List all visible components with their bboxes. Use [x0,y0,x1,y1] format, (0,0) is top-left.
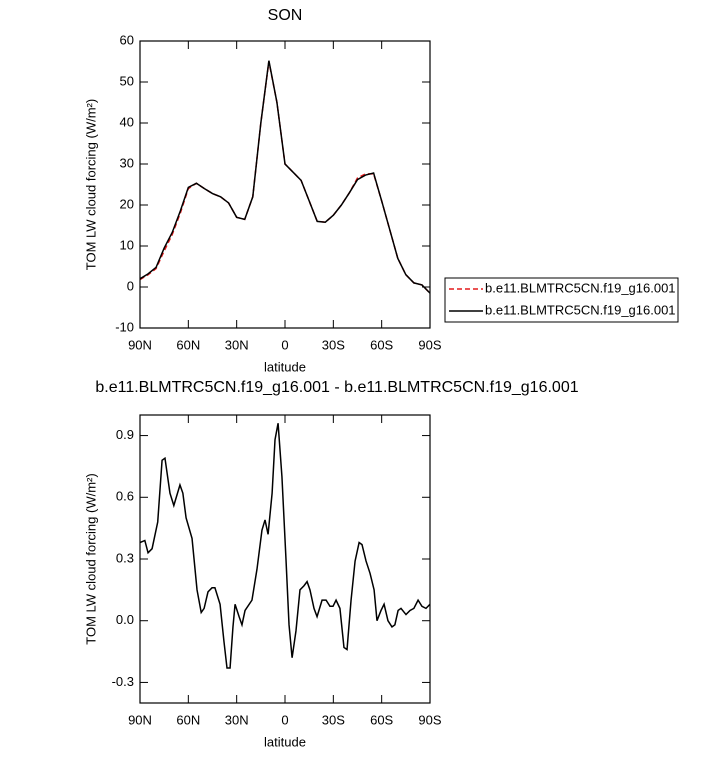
x-tick-label: 60N [176,712,200,727]
y-tick-label: -0.3 [112,674,134,689]
y-tick-label: 10 [120,237,134,252]
y-axis-label: TOM LW cloud forcing (W/m²) [83,99,98,270]
x-tick-label: 60S [370,337,393,352]
chart-title: SON [268,7,303,24]
y-tick-label: 0.3 [116,550,134,565]
x-tick-label: 30S [322,712,345,727]
x-tick-label: 90S [418,712,441,727]
x-tick-label: 0 [281,712,288,727]
y-tick-label: 20 [120,196,134,211]
legend-label: b.e11.BLMTRC5CN.f19_g16.001 [485,302,676,317]
plot-frame [139,40,431,329]
series-line [140,60,430,294]
y-axis-label: TOM LW cloud forcing (W/m²) [83,473,98,644]
x-tick-label: 0 [281,337,288,352]
x-tick-label: 30N [225,712,249,727]
series-line [140,61,430,294]
x-tick-label: 60S [370,712,393,727]
x-axis-label: latitude [264,734,306,749]
plot-frame [139,414,431,704]
y-tick-label: 0.0 [116,612,134,627]
chart-title: b.e11.BLMTRC5CN.f19_g16.001 - b.e11.BLMT… [95,379,578,396]
y-tick-label: 0 [127,278,134,293]
legend-box [444,277,679,323]
y-tick-label: 50 [120,73,134,88]
x-tick-label: 90S [418,337,441,352]
x-tick-label: 90N [128,337,152,352]
x-tick-label: 60N [176,337,200,352]
y-tick-label: 0.9 [116,427,134,442]
y-tick-label: -10 [115,319,134,334]
x-axis-label: latitude [264,359,306,374]
y-tick-label: 30 [120,155,134,170]
y-tick-label: 60 [120,32,134,47]
y-tick-label: 0.6 [116,489,134,504]
x-tick-label: 90N [128,712,152,727]
y-tick-label: 40 [120,114,134,129]
x-tick-label: 30N [225,337,249,352]
series-line [140,423,430,669]
x-tick-label: 30S [322,337,345,352]
legend-label: b.e11.BLMTRC5CN.f19_g16.001 [485,280,676,295]
